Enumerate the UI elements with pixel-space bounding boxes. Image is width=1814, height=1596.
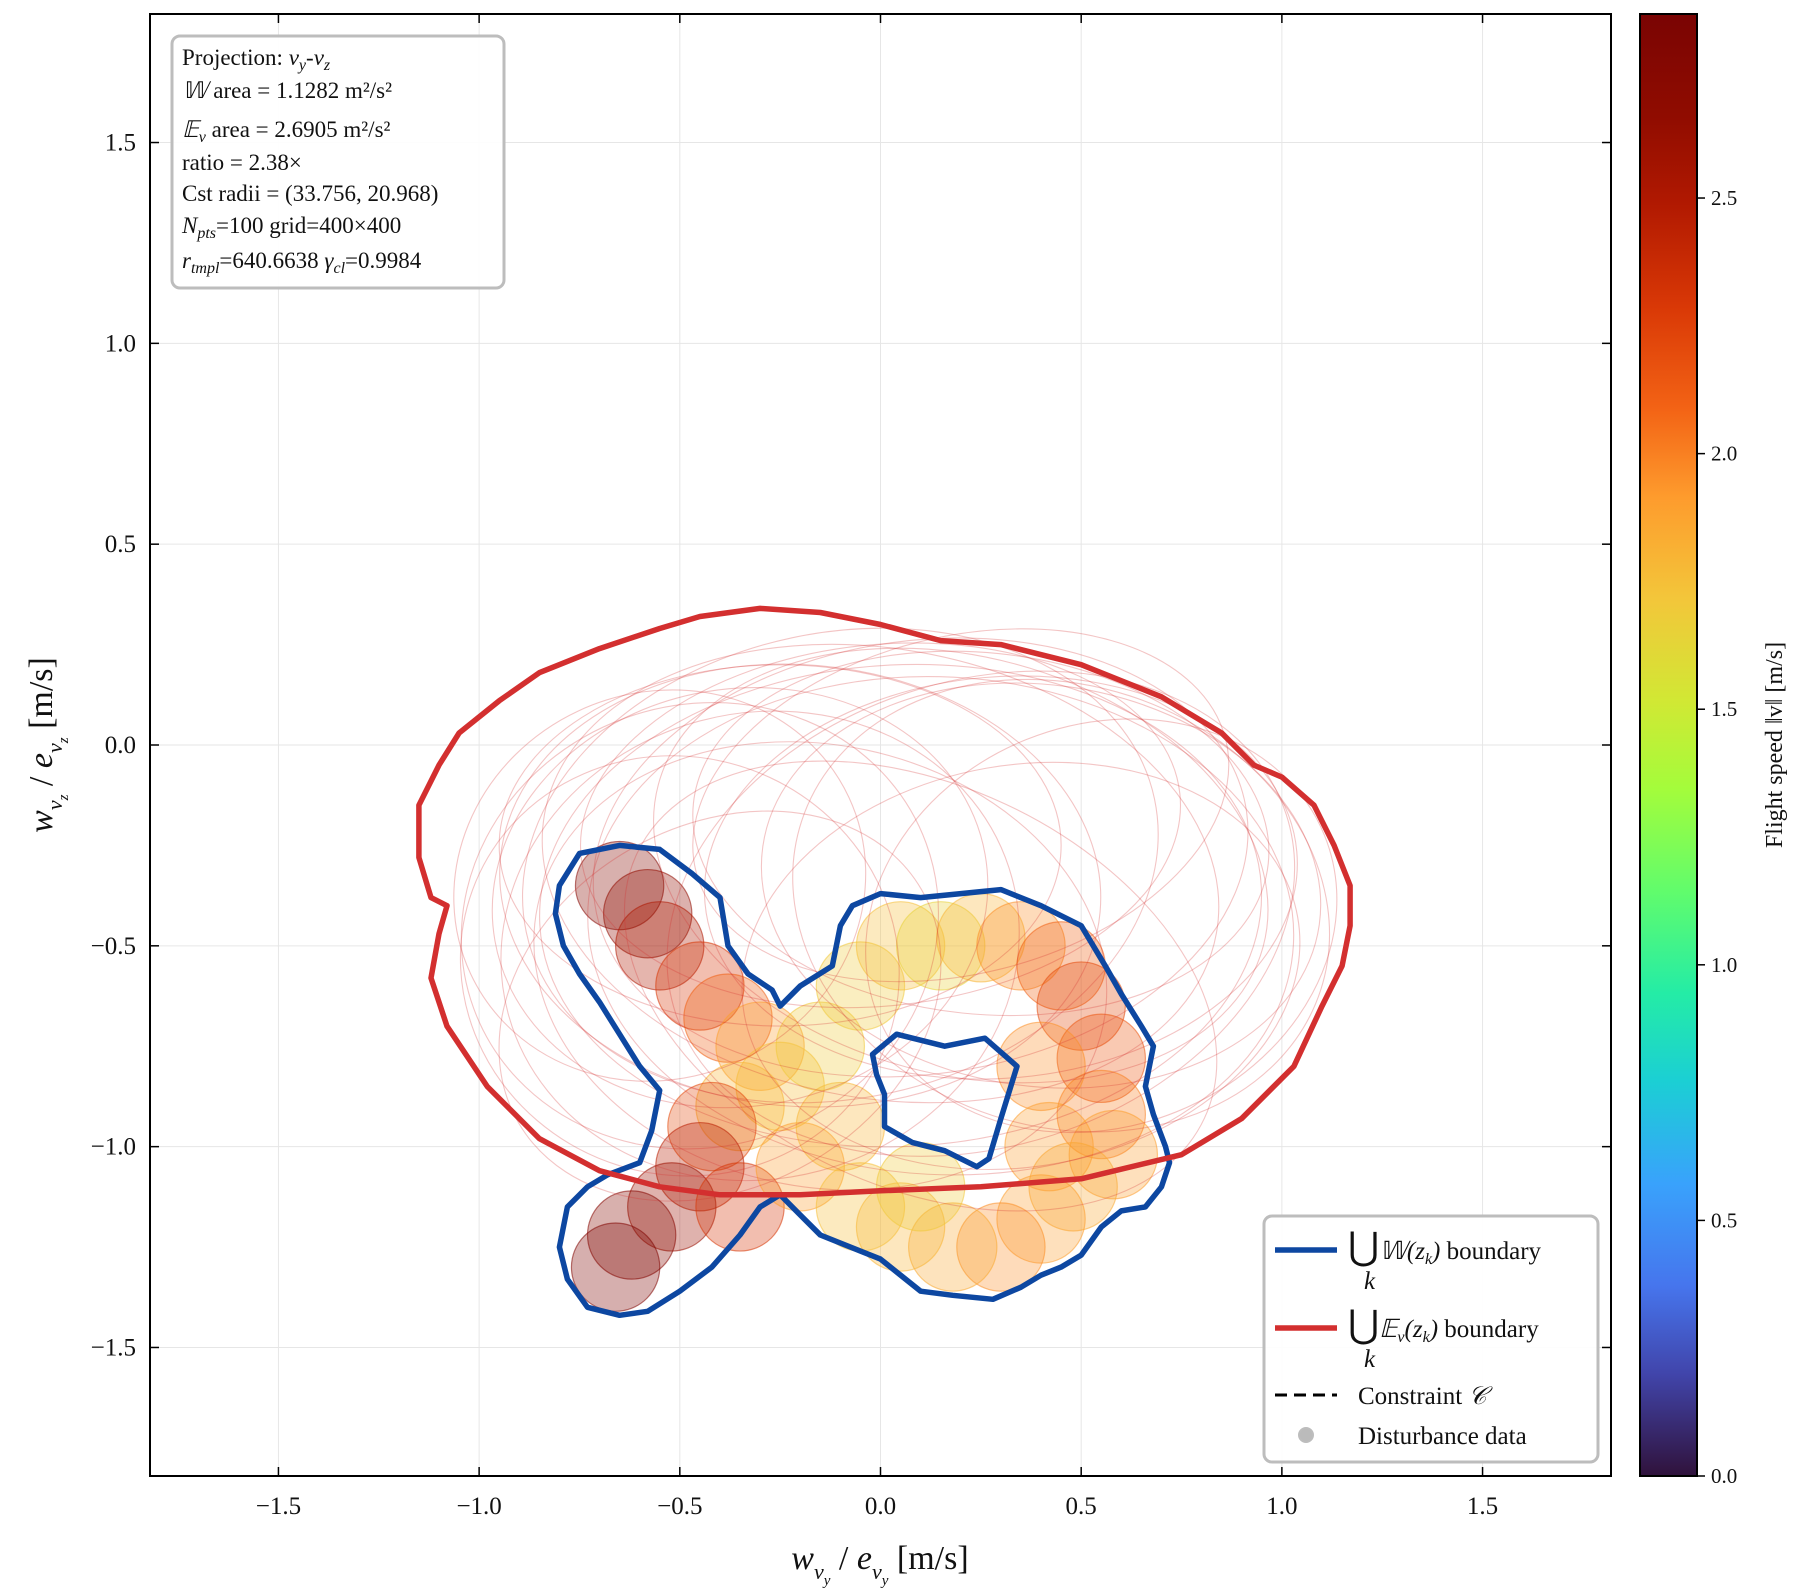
colorbar-tick-label: 0.0 (1711, 1464, 1737, 1488)
e-ellipse (592, 637, 1249, 1078)
w-disk (655, 941, 745, 1031)
x-tick-label: 1.5 (1467, 1493, 1498, 1520)
w-union-boundary (552, 842, 1173, 1319)
axis-ticks: −1.5 −1.0 −0.5 0.0 0.5 1.0 1.5 −1.5 −1.0 −0.5 0.0 0… (91, 14, 1611, 1520)
w-disk (1028, 1142, 1118, 1232)
e-ellipse (692, 650, 1270, 1017)
w-disk (683, 973, 773, 1063)
e-ellipse (579, 642, 1182, 1009)
e-ellipse (741, 761, 1301, 1171)
x-tick-label: −1.0 (456, 1493, 501, 1520)
e-ellipse (533, 741, 1108, 1191)
colorbar-tick-label: 2.5 (1711, 186, 1737, 210)
x-tick-label: 0.0 (865, 1493, 896, 1520)
w-disk (574, 840, 665, 931)
info-w-area: 𝕎 area = 1.1282 m²/s² (182, 78, 392, 103)
legend-w-sub: k (1364, 1268, 1376, 1295)
colorbar-tick-label: 1.0 (1711, 953, 1737, 977)
info-projection: Projection: vy-vz (182, 45, 331, 74)
info-cst-radii: Cst radii = (33.756, 20.968) (182, 181, 438, 206)
y-tick-label: −0.5 (91, 933, 136, 960)
e-ellipse (460, 701, 939, 1150)
w-disk (735, 1041, 825, 1132)
w-disk (956, 1202, 1046, 1292)
w-disk (907, 1202, 998, 1292)
x-axis-title: wvy / evy [m/s] (791, 1540, 968, 1589)
w-disk (755, 1121, 845, 1212)
colorbar (1639, 13, 1698, 1477)
y-tick-label: 0.5 (105, 531, 136, 558)
w-disk (602, 868, 693, 959)
e-union-boundary (416, 605, 1353, 1198)
y-tick-label: −1.0 (91, 1134, 136, 1161)
legend-e-label: ⋃𝔼v(zk) boundary (1348, 1304, 1539, 1346)
w-disk (976, 901, 1066, 991)
x-tick-label: 0.5 (1066, 1493, 1097, 1520)
y-tick-label: 0.0 (105, 732, 136, 759)
w-disk (1056, 1069, 1147, 1160)
e-ellipse (491, 687, 989, 1109)
colorbar-ticks: 0.0 0.5 1.0 1.5 2.0 2.5 (1697, 186, 1737, 1488)
info-ratio: ratio = 2.38× (182, 150, 302, 175)
w-disk (614, 901, 705, 991)
w-disk (895, 901, 986, 991)
e-ellipse (623, 760, 1218, 1212)
w-disk (775, 1001, 866, 1091)
w-disk (996, 1174, 1086, 1264)
w-disks (570, 840, 1159, 1312)
e-ellipse (865, 718, 1338, 1134)
w-disk (1036, 961, 1126, 1051)
colorbar-title: Flight speed ‖v‖ [m/s] (1762, 642, 1788, 848)
w-disk (570, 1222, 661, 1312)
w-disk (667, 1081, 757, 1172)
w-disk (586, 1190, 677, 1280)
legend-constraint-label: Constraint 𝒞 (1358, 1383, 1493, 1410)
info-e-area: 𝔼v area = 2.6905 m²/s² (182, 117, 391, 146)
e-ellipse (500, 710, 1020, 1182)
w-disk (1004, 1101, 1094, 1192)
y-tick-label: 1.5 (105, 130, 136, 157)
w-disk (996, 1021, 1086, 1112)
info-box: Projection: vy-vz 𝕎 area = 1.1282 m²/s² … (170, 34, 506, 290)
e-ellipses (453, 627, 1338, 1212)
info-npts-grid: Npts=100 grid=400×400 (181, 213, 401, 242)
e-ellipse (499, 663, 1102, 1108)
e-ellipse (703, 675, 1298, 1080)
e-ellipse (539, 663, 1263, 1148)
e-ellipse (498, 664, 1062, 1027)
colorbar-tick-label: 2.0 (1711, 442, 1737, 466)
y-axis-title: wvz / evz [m/s] (23, 657, 72, 833)
e-ellipse (498, 810, 942, 1202)
w-disk (695, 1061, 785, 1152)
e-ellipse (792, 678, 1331, 1133)
e-ellipse (541, 643, 1220, 1104)
y-tick-label: 1.0 (105, 330, 136, 357)
e-ellipse (653, 647, 1269, 1084)
w-disk (695, 1162, 785, 1252)
e-ellipse (666, 670, 1296, 1157)
w-disk (855, 1182, 946, 1272)
legend-disturbance-marker (1298, 1427, 1314, 1443)
grid (150, 14, 1611, 1476)
w-disk (855, 901, 946, 991)
legend-disturbance-label: Disturbance data (1358, 1423, 1527, 1450)
legend: ⋃𝕎(zk) boundary k ⋃𝔼v(zk) boundary k Con… (1262, 1214, 1600, 1464)
w-disk (815, 941, 906, 1031)
legend-w-label: ⋃𝕎(zk) boundary (1348, 1226, 1542, 1268)
y-tick-label: −1.5 (91, 1334, 136, 1361)
x-tick-label: −0.5 (657, 1493, 702, 1520)
w-union-hole-boundary (869, 1031, 1020, 1170)
legend-e-sub: k (1364, 1346, 1376, 1373)
colorbar-tick-label: 1.5 (1711, 697, 1737, 721)
w-disk (1056, 1013, 1147, 1104)
info-rtmpl-gamma: rtmpl=640.6638 γcl=0.9984 (182, 248, 422, 277)
e-ellipse (587, 675, 1295, 1176)
x-tick-label: 1.0 (1266, 1493, 1297, 1520)
colorbar-tick-label: 0.5 (1711, 1208, 1737, 1232)
x-tick-label: −1.5 (256, 1493, 301, 1520)
e-ellipse (453, 689, 867, 1082)
e-ellipse (522, 627, 1159, 1104)
